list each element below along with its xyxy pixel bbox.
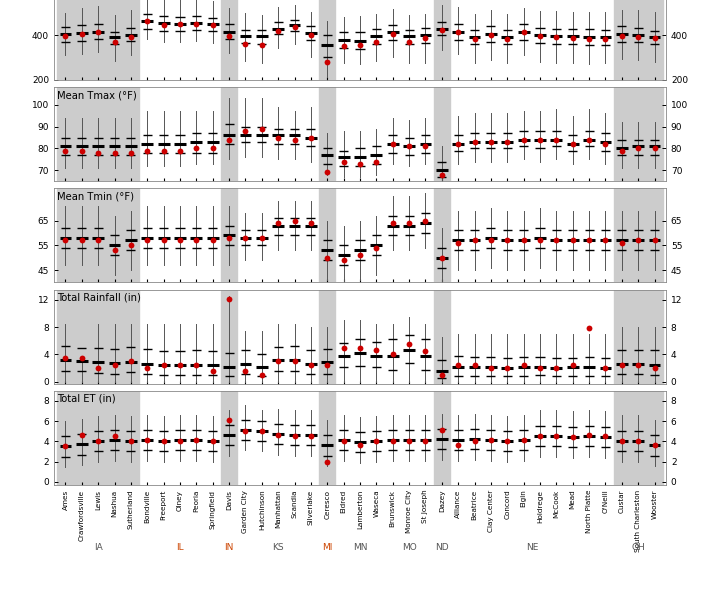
Text: Mean Tmin (°F): Mean Tmin (°F)	[57, 191, 134, 201]
Text: ND: ND	[435, 543, 449, 552]
Bar	[613, 87, 662, 181]
Text: MO: MO	[402, 543, 416, 552]
Bar	[613, 188, 662, 282]
Text: MI: MI	[322, 543, 333, 552]
Text: NE: NE	[526, 543, 538, 552]
Bar	[221, 391, 238, 485]
Bar	[613, 290, 662, 384]
Bar	[58, 0, 139, 80]
Bar	[221, 188, 238, 282]
Text: Mean Tmax (°F): Mean Tmax (°F)	[57, 90, 137, 100]
Bar	[319, 188, 336, 282]
Bar	[433, 188, 450, 282]
Text: Total Rainfall (in): Total Rainfall (in)	[57, 293, 141, 302]
Bar	[319, 290, 336, 384]
Text: MN: MN	[353, 543, 367, 552]
Bar	[58, 290, 139, 384]
Bar	[319, 391, 336, 485]
Bar	[319, 87, 336, 181]
Bar	[319, 0, 336, 80]
Bar	[221, 290, 238, 384]
Text: Total ET (in): Total ET (in)	[57, 394, 116, 404]
Text: OH: OH	[631, 543, 645, 552]
Text: IL: IL	[176, 543, 184, 552]
Bar	[433, 391, 450, 485]
Bar	[613, 391, 662, 485]
Bar	[58, 391, 139, 485]
Bar	[433, 0, 450, 80]
Bar	[58, 87, 139, 181]
Bar	[433, 290, 450, 384]
Bar	[433, 87, 450, 181]
Bar	[58, 188, 139, 282]
Text: IA: IA	[94, 543, 102, 552]
Text: IN: IN	[225, 543, 234, 552]
Bar	[221, 0, 238, 80]
Bar	[613, 0, 662, 80]
Bar	[221, 87, 238, 181]
Text: KS: KS	[272, 543, 284, 552]
